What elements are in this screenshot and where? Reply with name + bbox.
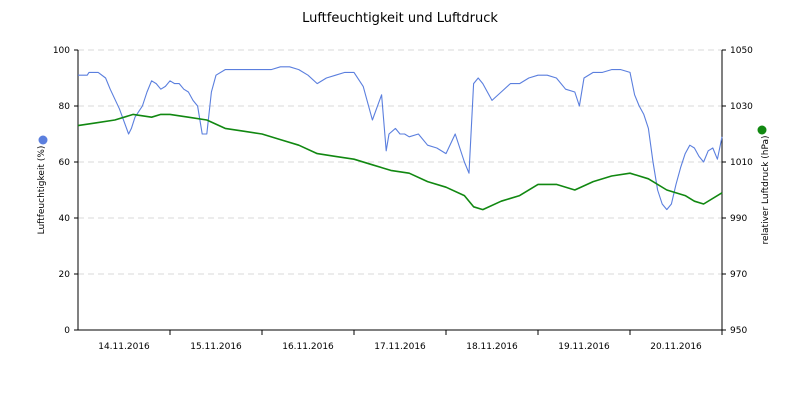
y-axis-left-label: Luftfeuchtigkeit (%) (37, 146, 47, 235)
x-day-label: 19.11.2016 (558, 342, 610, 352)
y-right-tick-label: 1030 (730, 102, 753, 112)
y-left-tick-label: 20 (59, 270, 71, 280)
right-series-color-marker (757, 125, 767, 135)
y-left-tick-label: 100 (53, 46, 70, 56)
grid-lines (78, 49, 722, 275)
y-right-tick-label: 1010 (730, 158, 753, 168)
x-day-label: 15.11.2016 (190, 342, 242, 352)
y-right-tick-label: 970 (730, 270, 747, 280)
y-left-tick-label: 0 (64, 326, 70, 336)
left-series-color-marker (38, 135, 48, 145)
series-lines (77, 66, 723, 211)
x-day-label: 14.11.2016 (98, 342, 150, 352)
y-left-tick-label: 60 (59, 158, 71, 168)
y-right-tick-label: 1050 (730, 46, 753, 56)
y-right-tick-label: 990 (730, 214, 747, 224)
y-axis-right-label: relativer Luftdruck (hPa) (761, 135, 771, 244)
humidity-series-line (78, 66, 723, 211)
x-day-label: 16.11.2016 (282, 342, 334, 352)
x-day-label: 17.11.2016 (374, 342, 426, 352)
tick-labels: 0 20 40 60 80 100 950 970 990 1010 1030 1050 14.11.2… (53, 46, 753, 352)
x-day-label: 18.11.2016 (466, 342, 518, 352)
axes (74, 49, 726, 335)
y-left-tick-label: 40 (59, 214, 71, 224)
y-left-tick-label: 80 (59, 102, 71, 112)
pressure-series-line (77, 113, 723, 211)
y-right-tick-label: 950 (730, 326, 747, 336)
x-day-label: 20.11.2016 (650, 342, 702, 352)
chart-title: Luftfeuchtigkeit und Luftdruck (302, 11, 498, 26)
